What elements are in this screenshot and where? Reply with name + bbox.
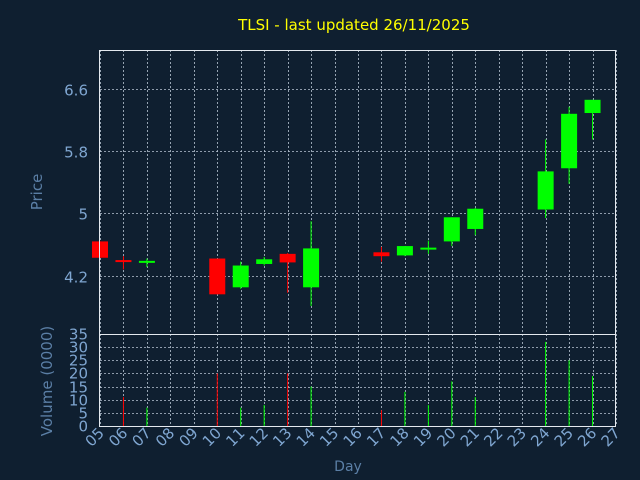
price-axis-label: Price	[28, 174, 46, 211]
candle-body	[467, 208, 484, 229]
candle-body	[138, 260, 155, 263]
price-y-ticks: 4.2 5 5.8 6.6	[64, 82, 88, 287]
price-tick-label: 5.8	[64, 144, 88, 162]
volume-panel-frame	[99, 334, 616, 427]
volume-tick-label: 30	[69, 339, 88, 357]
volume-tick-label: 20	[69, 365, 88, 383]
volume-tick-label: 25	[69, 352, 88, 370]
candle-body	[561, 113, 578, 169]
candle-body	[537, 171, 554, 210]
price-tick-label: 5	[78, 206, 88, 224]
candle-body	[584, 99, 601, 114]
candle-body	[256, 259, 273, 264]
candle-body	[279, 253, 296, 263]
candle-body	[443, 217, 460, 242]
candle-body	[232, 265, 249, 288]
candle-body	[209, 258, 226, 295]
price-tick-label: 4.2	[64, 269, 88, 287]
volume-tick-label: 35	[69, 326, 88, 344]
volume-tick-label: 5	[78, 405, 88, 423]
candle-body	[303, 248, 320, 288]
candle-body	[420, 247, 437, 250]
volume-tick-label: 15	[69, 379, 88, 397]
chart-title: TLSI - last updated 26/11/2025	[237, 16, 470, 34]
volume-tick-label: 0	[78, 418, 88, 436]
volume-tick-label: 10	[69, 392, 88, 410]
volume-axis-label: Volume (0000)	[38, 326, 56, 436]
candle-body	[396, 246, 413, 256]
price-tick-label: 6.6	[64, 82, 88, 100]
x-axis-label: Day	[334, 459, 362, 475]
volume-bars	[122, 341, 594, 426]
candle-body	[115, 260, 132, 263]
candles	[92, 99, 601, 306]
x-ticks: 0506070809101112131415161718192021222324…	[82, 424, 624, 450]
candle-body	[373, 252, 390, 257]
